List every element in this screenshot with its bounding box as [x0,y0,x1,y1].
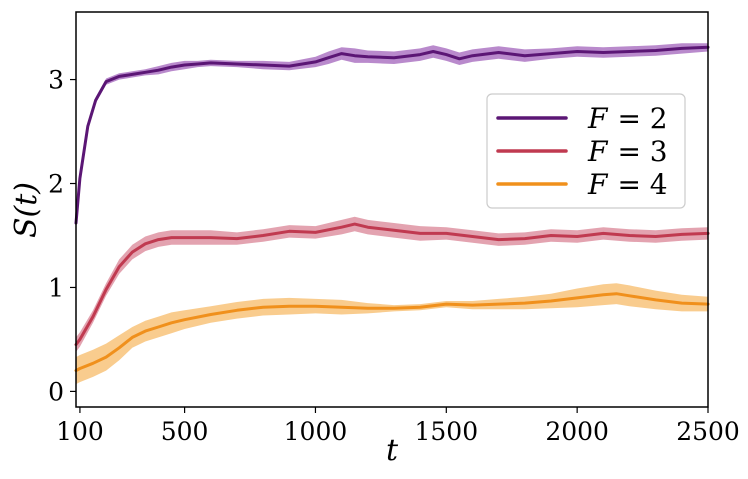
x-tick-label: 2000 [545,417,609,446]
legend-label-series-2: F = 3 [587,135,668,168]
x-tick-label: 2500 [676,417,740,446]
y-tick-label: 0 [48,377,64,406]
line-series-1 [74,45,710,225]
legend-box [486,93,686,209]
band-series-3 [76,283,708,385]
x-axis-ticks: 100 500 1000 1500 2000 2500 [56,407,740,446]
x-tick-label: 1000 [284,417,348,446]
line-series-2 [74,222,710,347]
plot-frame [75,11,709,408]
uncertainty-bands [76,43,708,385]
line-series-3 [74,292,710,373]
series-lines [74,45,710,373]
band-series-2 [76,216,708,352]
x-axis-label: t [386,433,399,468]
x-tick-label: 100 [56,417,104,446]
x-tick-label: 1500 [414,417,478,446]
y-tick-label: 1 [48,273,64,302]
x-tick-label: 500 [161,417,209,446]
legend-label-series-3: F = 4 [587,168,668,201]
y-axis-label: S(t) [9,182,44,238]
y-tick-label: 3 [48,66,64,95]
legend: F = 2F = 3F = 4 [486,93,686,209]
y-tick-label: 2 [48,170,64,199]
y-axis-ticks: 0 1 2 3 [48,66,76,406]
legend-label-series-1: F = 2 [587,102,668,135]
